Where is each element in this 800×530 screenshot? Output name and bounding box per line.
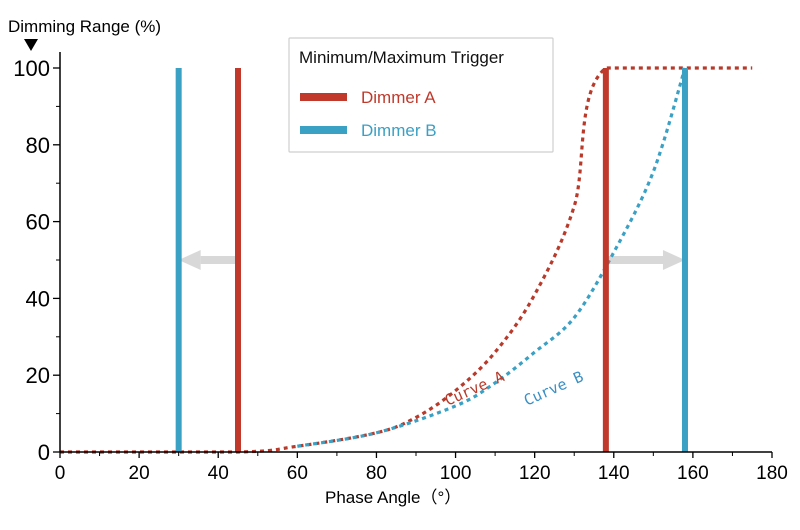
legend-label-dimmer-a: Dimmer A bbox=[361, 88, 436, 107]
y-tick-label: 100 bbox=[13, 56, 50, 81]
curves-layer bbox=[60, 66, 753, 454]
x-tick-label: 40 bbox=[208, 463, 229, 484]
x-tick-label: 80 bbox=[366, 463, 387, 484]
axes-layer: Dimming Range (%) Phase Angle（°） bbox=[8, 17, 772, 507]
x-tick-label: 60 bbox=[287, 463, 308, 484]
legend-label-dimmer-b: Dimmer B bbox=[361, 121, 437, 140]
x-tick-label: 120 bbox=[519, 463, 551, 484]
legend-box bbox=[288, 37, 554, 153]
shift-arrow-head-icon bbox=[662, 250, 685, 270]
legend: Minimum/Maximum Trigger Dimmer A Dimmer … bbox=[288, 37, 554, 153]
curve-label-curve-b: Curve B bbox=[521, 367, 586, 409]
x-tick-label: 0 bbox=[55, 463, 66, 484]
x-tick-label: 140 bbox=[598, 463, 630, 484]
y-tick-label: 40 bbox=[26, 286, 50, 311]
x-tick-label: 20 bbox=[129, 463, 150, 484]
legend-title: Minimum/Maximum Trigger bbox=[299, 48, 504, 67]
y-tick-label: 80 bbox=[26, 133, 50, 158]
x-tick-label: 160 bbox=[677, 463, 709, 484]
trigger-lines-layer bbox=[175, 68, 688, 452]
x-tick-label: 180 bbox=[756, 463, 788, 484]
y-axis-title: Dimming Range (%) bbox=[8, 17, 161, 36]
series-curve-b bbox=[297, 67, 687, 448]
y-axis-arrow-icon bbox=[24, 39, 38, 51]
x-tick-label: 100 bbox=[440, 463, 472, 484]
x-axis-title: Phase Angle（°） bbox=[325, 488, 461, 507]
ticks-layer: 0 20 40 60 80 100 0 20 40 60 80 100 120 140 160 180 bbox=[13, 56, 788, 484]
shift-arrow-head-icon bbox=[178, 250, 201, 270]
y-tick-label: 20 bbox=[26, 363, 50, 388]
curve-labels-layer: Curve A Curve B bbox=[442, 367, 586, 409]
series-curve-a bbox=[60, 66, 753, 454]
y-tick-label: 60 bbox=[26, 210, 50, 235]
y-tick-label: 0 bbox=[38, 440, 50, 465]
arrows-layer bbox=[178, 250, 685, 270]
